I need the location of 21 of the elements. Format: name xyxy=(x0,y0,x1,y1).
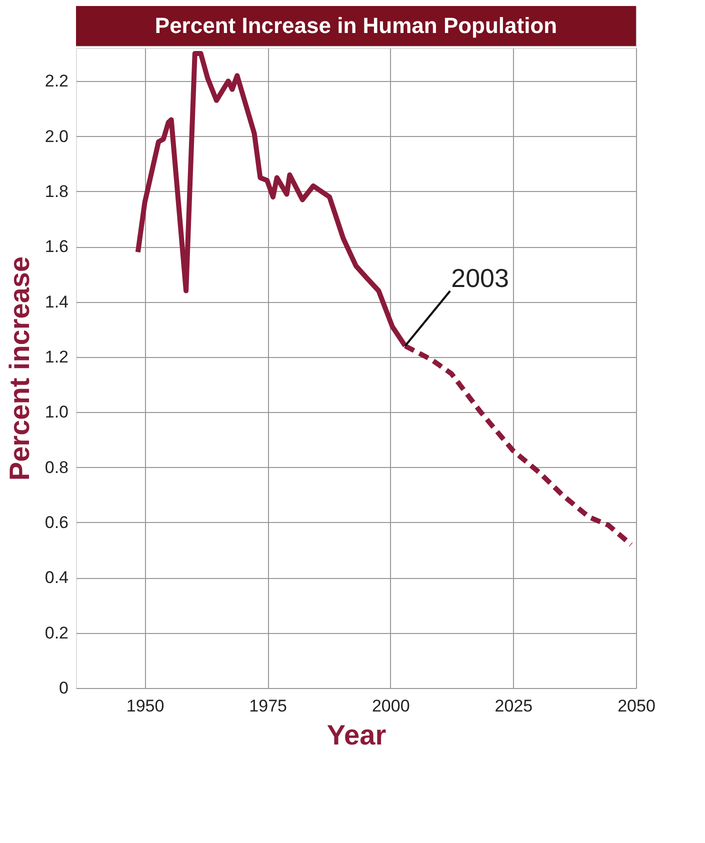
x-tick-label: 1950 xyxy=(126,696,164,716)
y-tick-label: 0.6 xyxy=(44,512,68,532)
y-tick-label: 0.8 xyxy=(44,458,68,477)
x-tick-label: 2025 xyxy=(494,696,533,716)
x-tick-label: 2000 xyxy=(372,696,410,716)
chart-title: Percent Increase in Human Population xyxy=(154,13,558,38)
y-tick-label: 2.2 xyxy=(44,72,68,91)
y-tick-label: 1.6 xyxy=(44,237,68,256)
annotation: 2003 xyxy=(451,262,509,293)
y-tick-label: 1.8 xyxy=(44,182,68,201)
y-tick-label: 2.0 xyxy=(44,126,68,146)
y-tick-label: 0.4 xyxy=(44,568,68,588)
x-tick-label: 2050 xyxy=(618,696,656,716)
y-axis-title: Percent increase xyxy=(4,256,35,481)
y-tick-label: 0.2 xyxy=(44,623,68,642)
y-tick-label: 1.0 xyxy=(44,402,68,422)
x-axis-title: Year xyxy=(326,720,386,750)
y-tick-label: 1.2 xyxy=(44,347,68,366)
x-tick-label: 1975 xyxy=(249,696,287,716)
y-tick-label: 1.4 xyxy=(44,292,68,312)
y-tick-label: 0 xyxy=(59,678,68,698)
